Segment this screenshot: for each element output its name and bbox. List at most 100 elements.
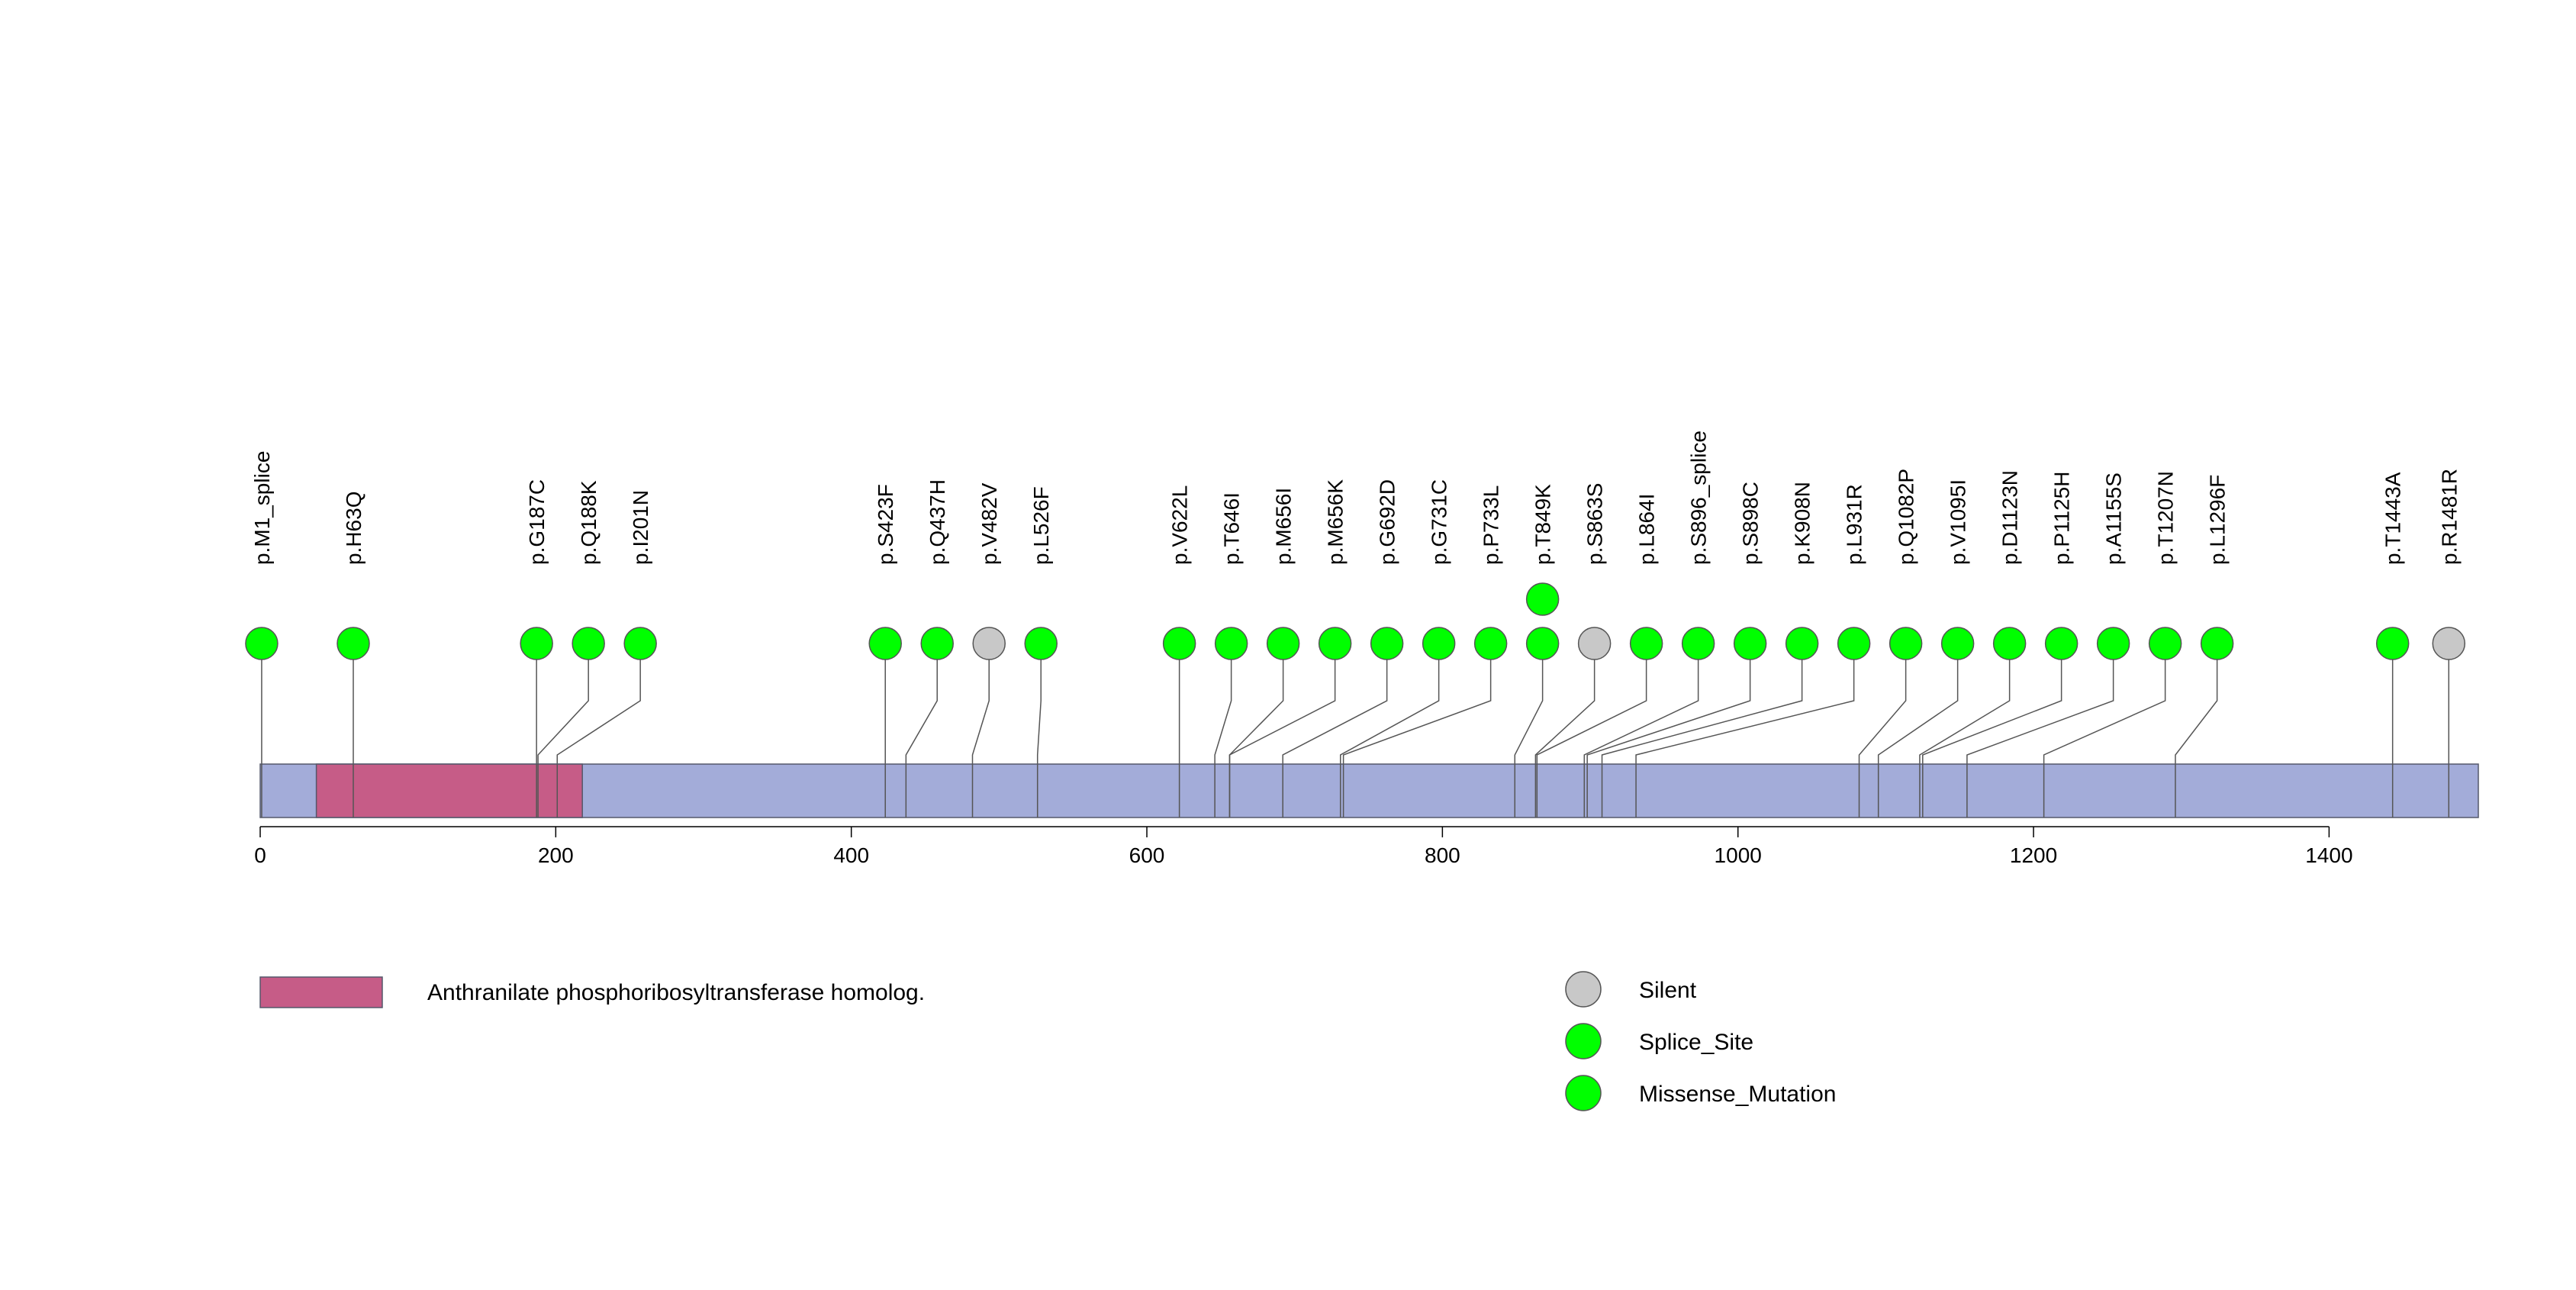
mutation-stem [1534, 643, 1596, 764]
mutation-stem [1036, 643, 1042, 764]
mutation-label: p.S898C [1739, 482, 1763, 565]
x-axis-tick-label: 800 [1425, 843, 1460, 867]
mutation-label: p.G731C [1428, 479, 1451, 565]
mutation-head [572, 627, 605, 660]
mutation-label: p.G692D [1376, 479, 1399, 565]
mutation-stem [1228, 643, 1336, 764]
x-axis-tick-label: 600 [1129, 843, 1165, 867]
mutation-stem [2043, 643, 2166, 764]
mutation-stem [1228, 643, 1284, 764]
mutation-label: p.T1443A [2381, 472, 2405, 565]
mutation-head [1681, 627, 1715, 660]
mutation-position-markers [261, 764, 2450, 818]
x-axis-tick-label: 400 [833, 843, 869, 867]
mutation-stem [1342, 643, 1492, 764]
mutation-label: p.T646I [1220, 492, 1244, 565]
mutation-label: p.M656I [1272, 488, 1296, 565]
mutation-head [1214, 627, 1248, 660]
mutation-head [1992, 627, 2027, 660]
mutation-head [2148, 627, 2182, 660]
mutation-stem [905, 643, 938, 764]
x-axis-tick-label: 1200 [2010, 843, 2057, 867]
mutation-heads [245, 582, 2466, 660]
mutation-label: p.V622L [1168, 485, 1192, 565]
legend-mutation-label: Silent [1639, 978, 1697, 1003]
mutation-head [1837, 627, 1871, 660]
mutation-label: p.T1207N [2154, 471, 2178, 565]
mutation-label: p.L931R [1843, 484, 1866, 565]
mutation-head [868, 627, 902, 660]
mutation-head [245, 627, 279, 660]
mutation-label: p.Q1082P [1895, 469, 1918, 565]
legend-domain-label: Anthranilate phosphoribosyltransferase h… [427, 980, 925, 1005]
mutation-head [1940, 627, 1975, 660]
mutation-label: p.G187C [525, 479, 549, 565]
legend-mutation-label: Missense_Mutation [1639, 1082, 1836, 1107]
legend-mutation-swatch [1565, 971, 1602, 1008]
mutation-stem [556, 643, 641, 764]
mutation-head [1889, 627, 1923, 660]
mutation-head [1024, 627, 1058, 660]
mutation-stem [1514, 643, 1544, 764]
mutation-head [1162, 627, 1196, 660]
x-axis: 0 200 400 600 800 1000 1200 1400 [254, 826, 2353, 867]
mutation-head [520, 627, 553, 660]
mutation-head [1473, 627, 1508, 660]
mutation-label: p.I201N [629, 490, 652, 565]
mutation-head [1318, 627, 1352, 660]
mutation-stem [1339, 643, 1440, 764]
domain-0 [315, 763, 583, 818]
mutation-head [920, 627, 954, 660]
mutation-label: p.H63Q [342, 492, 365, 566]
mutation-head [2200, 627, 2234, 660]
mutation-label: p.A1155S [2102, 472, 2126, 565]
mutation-head [1577, 627, 1612, 660]
mutation-label: p.V482V [977, 482, 1001, 565]
mutation-label: p.P733L [1480, 485, 1503, 565]
mutation-label: p.P1125H [2050, 472, 2074, 565]
mutation-head [1785, 627, 1819, 660]
mutation-label: p.Q437H [926, 479, 949, 565]
mutation-head [1266, 627, 1300, 660]
mutation-stems [261, 643, 2450, 764]
mutation-label: p.S863S [1583, 483, 1607, 565]
protein-backbone-bar [259, 763, 2479, 818]
mutation-label: p.D1123N [1998, 470, 2022, 565]
mutation-label: p.T849K [1531, 484, 1555, 565]
mutation-label: p.L526F [1029, 486, 1053, 565]
mutation-stem [1635, 643, 1855, 764]
mutation-stem [1601, 643, 1803, 764]
mutation-stem [2175, 643, 2218, 764]
legend-mutation-swatch [1565, 1075, 1602, 1111]
x-axis-tick-label: 1000 [1715, 843, 1762, 867]
mutation-head [2432, 627, 2466, 660]
mutation-head [1525, 627, 1560, 660]
mutation-head [2096, 627, 2130, 660]
legend-mutation-label: Splice_Site [1639, 1030, 1753, 1055]
mutation-label: p.K908N [1791, 482, 1814, 565]
mutation-labels: p.M1_splice p.H63Q p.G187C p.Q188K p.I201N p.… [250, 431, 2461, 565]
mutation-head [972, 627, 1006, 660]
legend: Anthranilate phosphoribosyltransferase h… [259, 971, 1836, 1111]
x-axis-tick-label: 0 [254, 843, 266, 867]
mutation-stem [1966, 643, 2114, 764]
x-axis-tick-label: 1400 [2305, 843, 2352, 867]
mutation-stem [1583, 643, 1699, 764]
mutation-label: p.R1481R [2437, 469, 2461, 565]
mutation-label: p.V1095I [1946, 479, 1970, 565]
mutation-stem [1282, 643, 1388, 764]
mutation-head [2375, 627, 2410, 660]
mutation-stem [1858, 643, 1907, 764]
legend-mutation-swatch [1565, 1023, 1602, 1059]
mutation-stem [971, 643, 990, 764]
mutation-head [623, 627, 657, 660]
mutation-stem [1536, 643, 1647, 764]
protein-domains [315, 763, 583, 818]
mutation-head [1525, 582, 1560, 616]
mutation-label: p.S423F [874, 484, 897, 565]
mutation-label: p.L864I [1635, 494, 1659, 565]
mutation-stem [1586, 643, 1751, 764]
mutation-stem [1922, 643, 2062, 764]
mutation-head [2044, 627, 2079, 660]
